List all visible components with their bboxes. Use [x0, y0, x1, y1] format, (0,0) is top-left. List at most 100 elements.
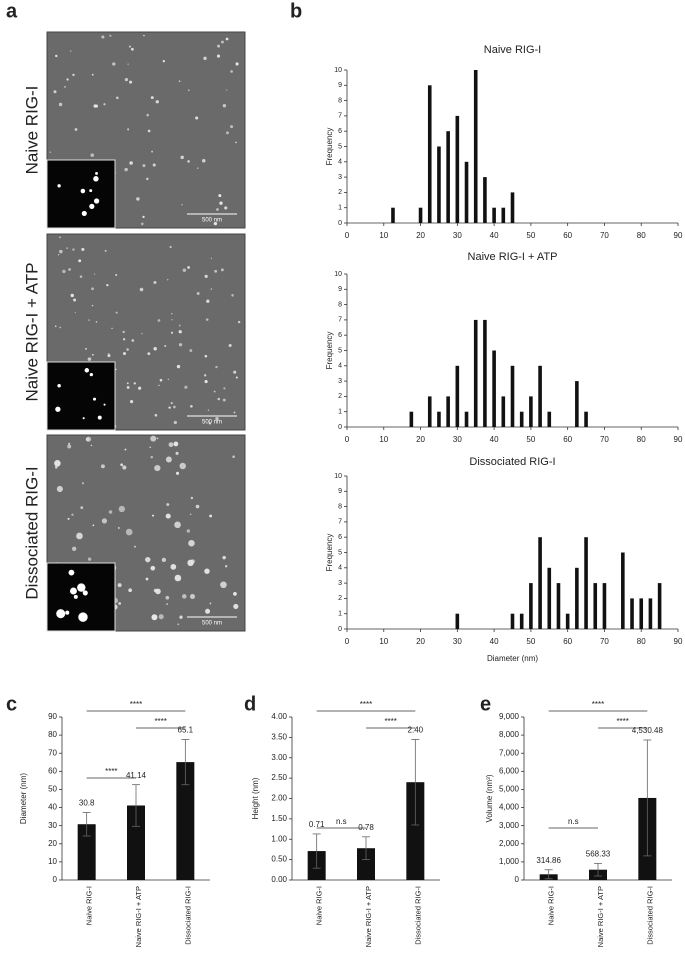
- inset-particle: [93, 198, 100, 204]
- y-tick-label: 6: [338, 332, 342, 339]
- particle: [179, 462, 186, 470]
- x-tick-label: Naive RIG-I + ATP: [364, 886, 373, 947]
- x-tick-label: 0: [345, 637, 350, 646]
- y-tick-label: 50: [48, 785, 57, 794]
- particle: [91, 353, 94, 356]
- particle: [138, 386, 142, 390]
- x-tick-label: Naive RIG-I + ATP: [134, 886, 143, 947]
- particle: [101, 35, 105, 39]
- bar: [547, 567, 552, 629]
- inset-particle: [80, 188, 86, 194]
- y-tick-label: 3: [338, 580, 342, 587]
- particle: [158, 614, 164, 620]
- bar: [510, 365, 515, 427]
- bar: [455, 613, 460, 629]
- particle: [74, 311, 76, 314]
- inset-particle: [77, 583, 86, 592]
- particle: [87, 557, 92, 561]
- bar: [464, 411, 469, 427]
- image-label: Naive RIG-I: [22, 86, 41, 175]
- particle: [134, 545, 136, 548]
- particle: [195, 116, 199, 120]
- y-tick-label: 3: [338, 378, 342, 385]
- particle: [86, 436, 92, 442]
- particle: [117, 526, 120, 529]
- particle: [235, 141, 237, 144]
- particle: [131, 47, 134, 51]
- particle: [178, 343, 183, 347]
- particle: [91, 304, 94, 307]
- y-tick-label: 9,000: [499, 712, 520, 721]
- particle: [142, 215, 145, 218]
- x-tick-label: 40: [490, 231, 499, 240]
- particle: [154, 413, 158, 417]
- particle: [80, 506, 84, 510]
- bar: [529, 583, 533, 629]
- significance-label: ****: [616, 717, 628, 726]
- particle: [202, 158, 206, 163]
- y-axis-label: Frequency: [325, 128, 334, 166]
- particle: [210, 257, 213, 259]
- y-tick-label: 80: [48, 730, 57, 739]
- particle: [218, 194, 222, 198]
- y-tick-label: 2: [338, 393, 342, 400]
- y-tick-label: 3: [338, 174, 342, 181]
- particle: [146, 177, 149, 181]
- y-tick-label: 4: [338, 363, 342, 370]
- particle: [171, 319, 173, 321]
- particle: [204, 354, 208, 358]
- bar: [492, 350, 496, 427]
- x-tick-label: 80: [637, 231, 646, 240]
- x-axis-label: Diameter (nm): [487, 654, 538, 663]
- bar: [357, 848, 375, 880]
- particle: [233, 603, 239, 610]
- particle: [174, 521, 181, 529]
- particle: [126, 386, 130, 389]
- inset-particle: [89, 189, 93, 193]
- particle: [205, 608, 211, 614]
- particle: [115, 368, 117, 371]
- inset-particle: [97, 415, 102, 420]
- particle: [66, 78, 69, 81]
- particle: [233, 411, 236, 414]
- panel-label: a: [6, 0, 18, 22]
- bar: [409, 411, 414, 427]
- y-tick-label: 10: [334, 473, 342, 480]
- particle: [124, 448, 127, 451]
- inset-particle: [68, 569, 75, 576]
- particle: [67, 444, 72, 449]
- particle: [108, 510, 113, 514]
- y-tick-label: 9: [338, 488, 342, 495]
- particle: [222, 555, 226, 560]
- y-tick-label: 1: [338, 611, 342, 618]
- particle: [165, 456, 172, 463]
- value-label: 568.33: [586, 849, 611, 858]
- bar: [621, 552, 625, 629]
- y-tick-label: 5: [338, 347, 342, 354]
- significance-label: ****: [592, 700, 604, 709]
- y-axis-label: Height (nm): [251, 777, 260, 819]
- bar: [547, 411, 552, 427]
- particle: [204, 374, 207, 377]
- particle: [190, 404, 193, 408]
- particle: [220, 581, 227, 589]
- particle: [166, 603, 169, 606]
- y-tick-label: 40: [48, 803, 57, 812]
- significance-label: ****: [105, 767, 117, 776]
- bar: [501, 207, 506, 223]
- particle: [91, 73, 94, 76]
- particle: [216, 208, 219, 211]
- y-tick-label: 1.50: [271, 814, 287, 823]
- particle: [189, 593, 196, 600]
- particle: [57, 254, 60, 256]
- scale-bar-label: 500 nm: [202, 621, 222, 627]
- particle: [129, 400, 134, 404]
- particle: [123, 352, 126, 355]
- particle: [64, 86, 66, 88]
- particle: [91, 287, 94, 291]
- particle: [215, 417, 219, 421]
- bar: [437, 146, 441, 223]
- particle: [92, 524, 95, 527]
- particle: [127, 63, 129, 65]
- particle: [115, 274, 118, 277]
